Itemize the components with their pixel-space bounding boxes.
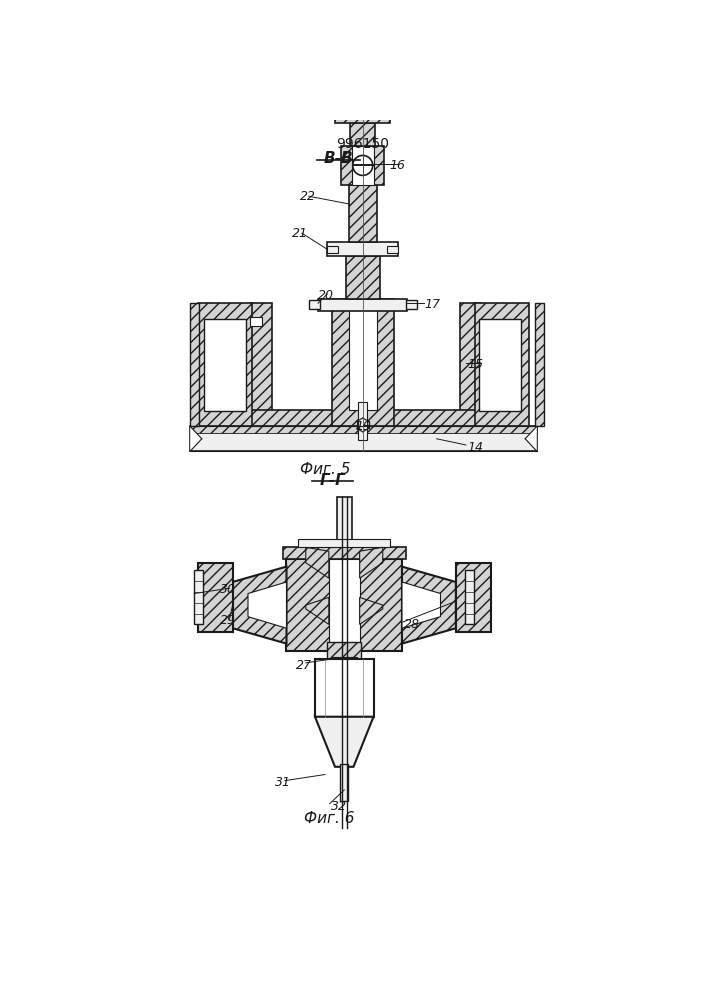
Text: Г-Г: Г-Г [320, 473, 346, 488]
Bar [198, 563, 233, 632]
Bar [190, 426, 537, 451]
Bar [456, 563, 491, 632]
Text: 17: 17 [424, 298, 440, 311]
Bar [190, 303, 199, 426]
Bar [298, 539, 390, 547]
Text: 21: 21 [292, 227, 308, 240]
Bar [340, 764, 348, 801]
Text: 22: 22 [300, 190, 315, 203]
Polygon shape [305, 597, 329, 624]
Bar [198, 303, 252, 426]
Bar [346, 256, 380, 299]
Bar [352, 146, 373, 185]
Bar [460, 303, 481, 426]
Bar [194, 570, 204, 624]
Bar [406, 300, 416, 309]
Bar [286, 559, 402, 651]
Polygon shape [360, 547, 382, 578]
Bar [329, 559, 360, 651]
Bar [349, 185, 377, 242]
Text: 28: 28 [404, 618, 420, 631]
Bar [327, 242, 398, 256]
Bar [250, 410, 481, 426]
Polygon shape [402, 582, 440, 628]
Bar [327, 642, 361, 659]
Bar [358, 402, 368, 440]
Text: 14: 14 [467, 441, 484, 454]
Bar [250, 317, 262, 326]
Text: 29: 29 [219, 614, 235, 627]
Bar [349, 302, 377, 410]
Polygon shape [360, 597, 382, 624]
Text: 15: 15 [467, 358, 484, 371]
Bar [475, 303, 529, 426]
Bar [341, 70, 385, 112]
Bar [318, 299, 407, 311]
Bar [341, 105, 385, 112]
Polygon shape [525, 426, 537, 451]
Bar [535, 303, 544, 426]
Text: Фиг. 6: Фиг. 6 [303, 811, 354, 826]
Text: 16: 16 [389, 159, 405, 172]
Bar [190, 426, 537, 433]
Circle shape [353, 155, 373, 175]
Text: 27: 27 [296, 659, 312, 672]
Polygon shape [315, 717, 373, 767]
Polygon shape [305, 547, 329, 578]
Bar [204, 319, 247, 411]
Bar [387, 246, 398, 253]
Text: 19: 19 [356, 420, 372, 433]
Bar [465, 570, 474, 624]
Text: Фиг. 5: Фиг. 5 [300, 462, 350, 477]
Bar [337, 497, 352, 559]
Bar [479, 319, 521, 411]
Bar [335, 112, 390, 123]
Polygon shape [248, 582, 286, 628]
Bar [332, 299, 363, 426]
Polygon shape [233, 567, 286, 644]
Bar [351, 123, 375, 146]
Text: 996150: 996150 [337, 137, 390, 151]
Bar [315, 659, 373, 717]
Polygon shape [402, 567, 456, 644]
Text: В-В: В-В [323, 151, 353, 166]
Bar [341, 70, 385, 78]
Text: 31: 31 [275, 776, 291, 789]
Bar [327, 246, 338, 253]
Bar [250, 303, 272, 426]
Bar [341, 146, 385, 185]
Bar [283, 547, 406, 559]
Polygon shape [190, 426, 201, 451]
Bar [332, 657, 356, 668]
Text: 20: 20 [318, 289, 334, 302]
Text: 30: 30 [219, 583, 235, 596]
Bar [309, 300, 320, 309]
Bar [363, 299, 394, 426]
Text: 32: 32 [331, 800, 347, 813]
